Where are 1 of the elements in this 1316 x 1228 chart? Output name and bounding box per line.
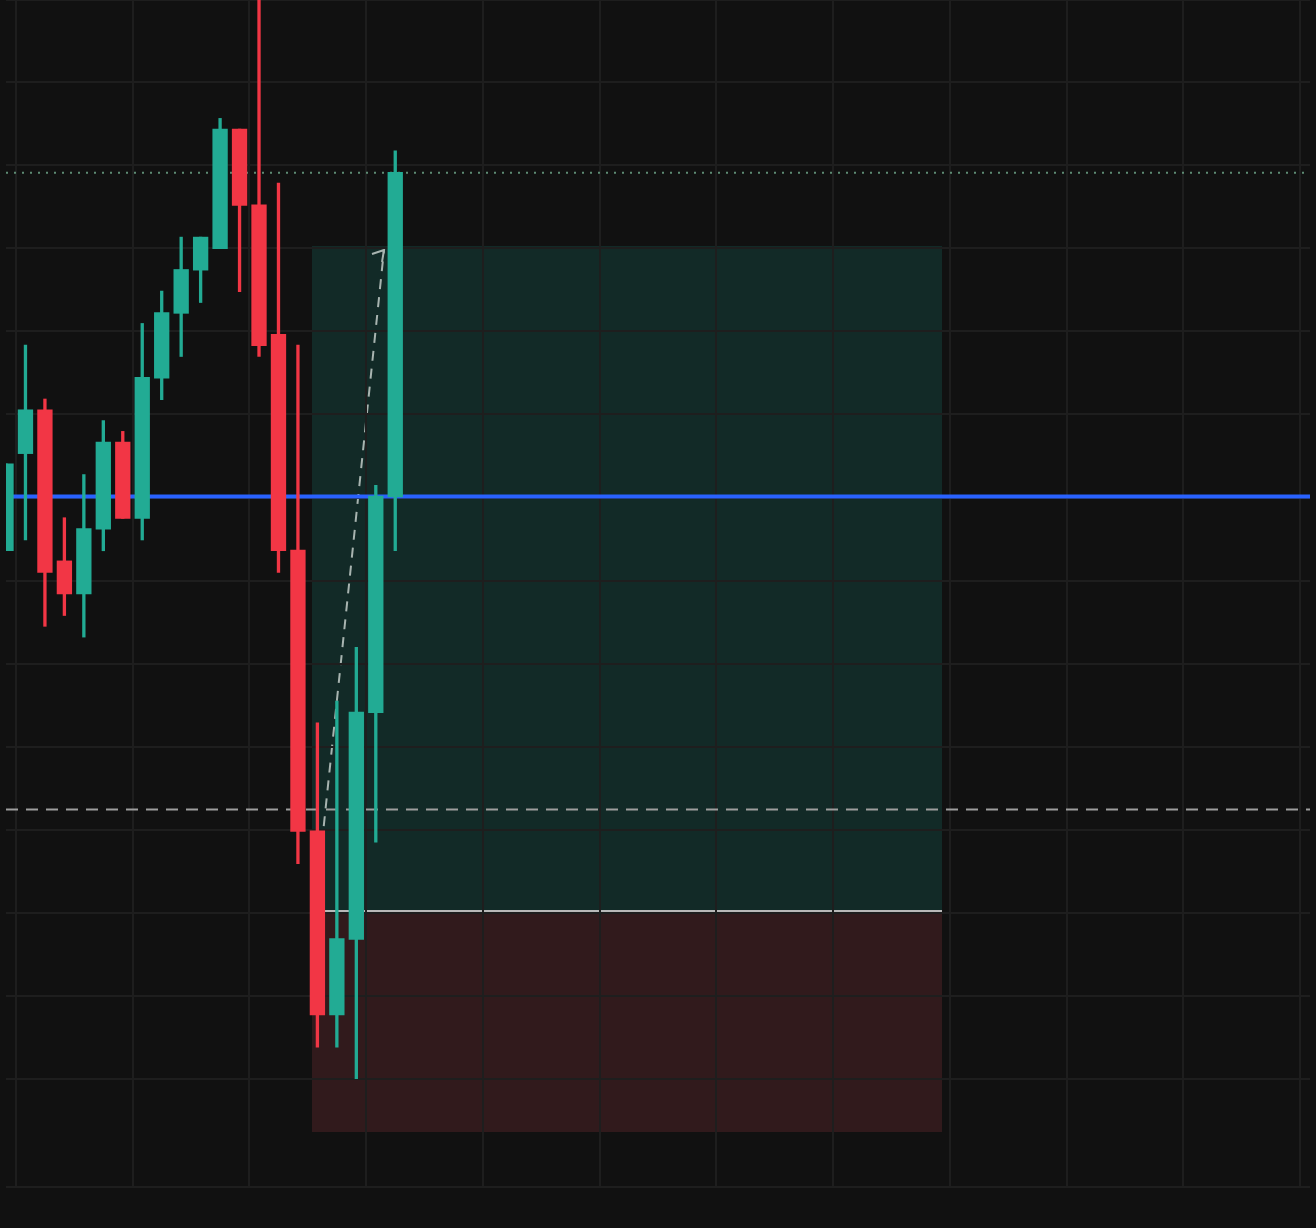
candlestick xyxy=(329,700,345,1048)
